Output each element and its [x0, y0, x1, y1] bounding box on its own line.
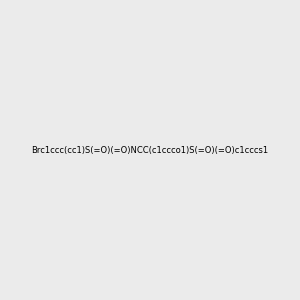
Text: Brc1ccc(cc1)S(=O)(=O)NCC(c1ccco1)S(=O)(=O)c1cccs1: Brc1ccc(cc1)S(=O)(=O)NCC(c1ccco1)S(=O)(=…	[32, 146, 268, 154]
